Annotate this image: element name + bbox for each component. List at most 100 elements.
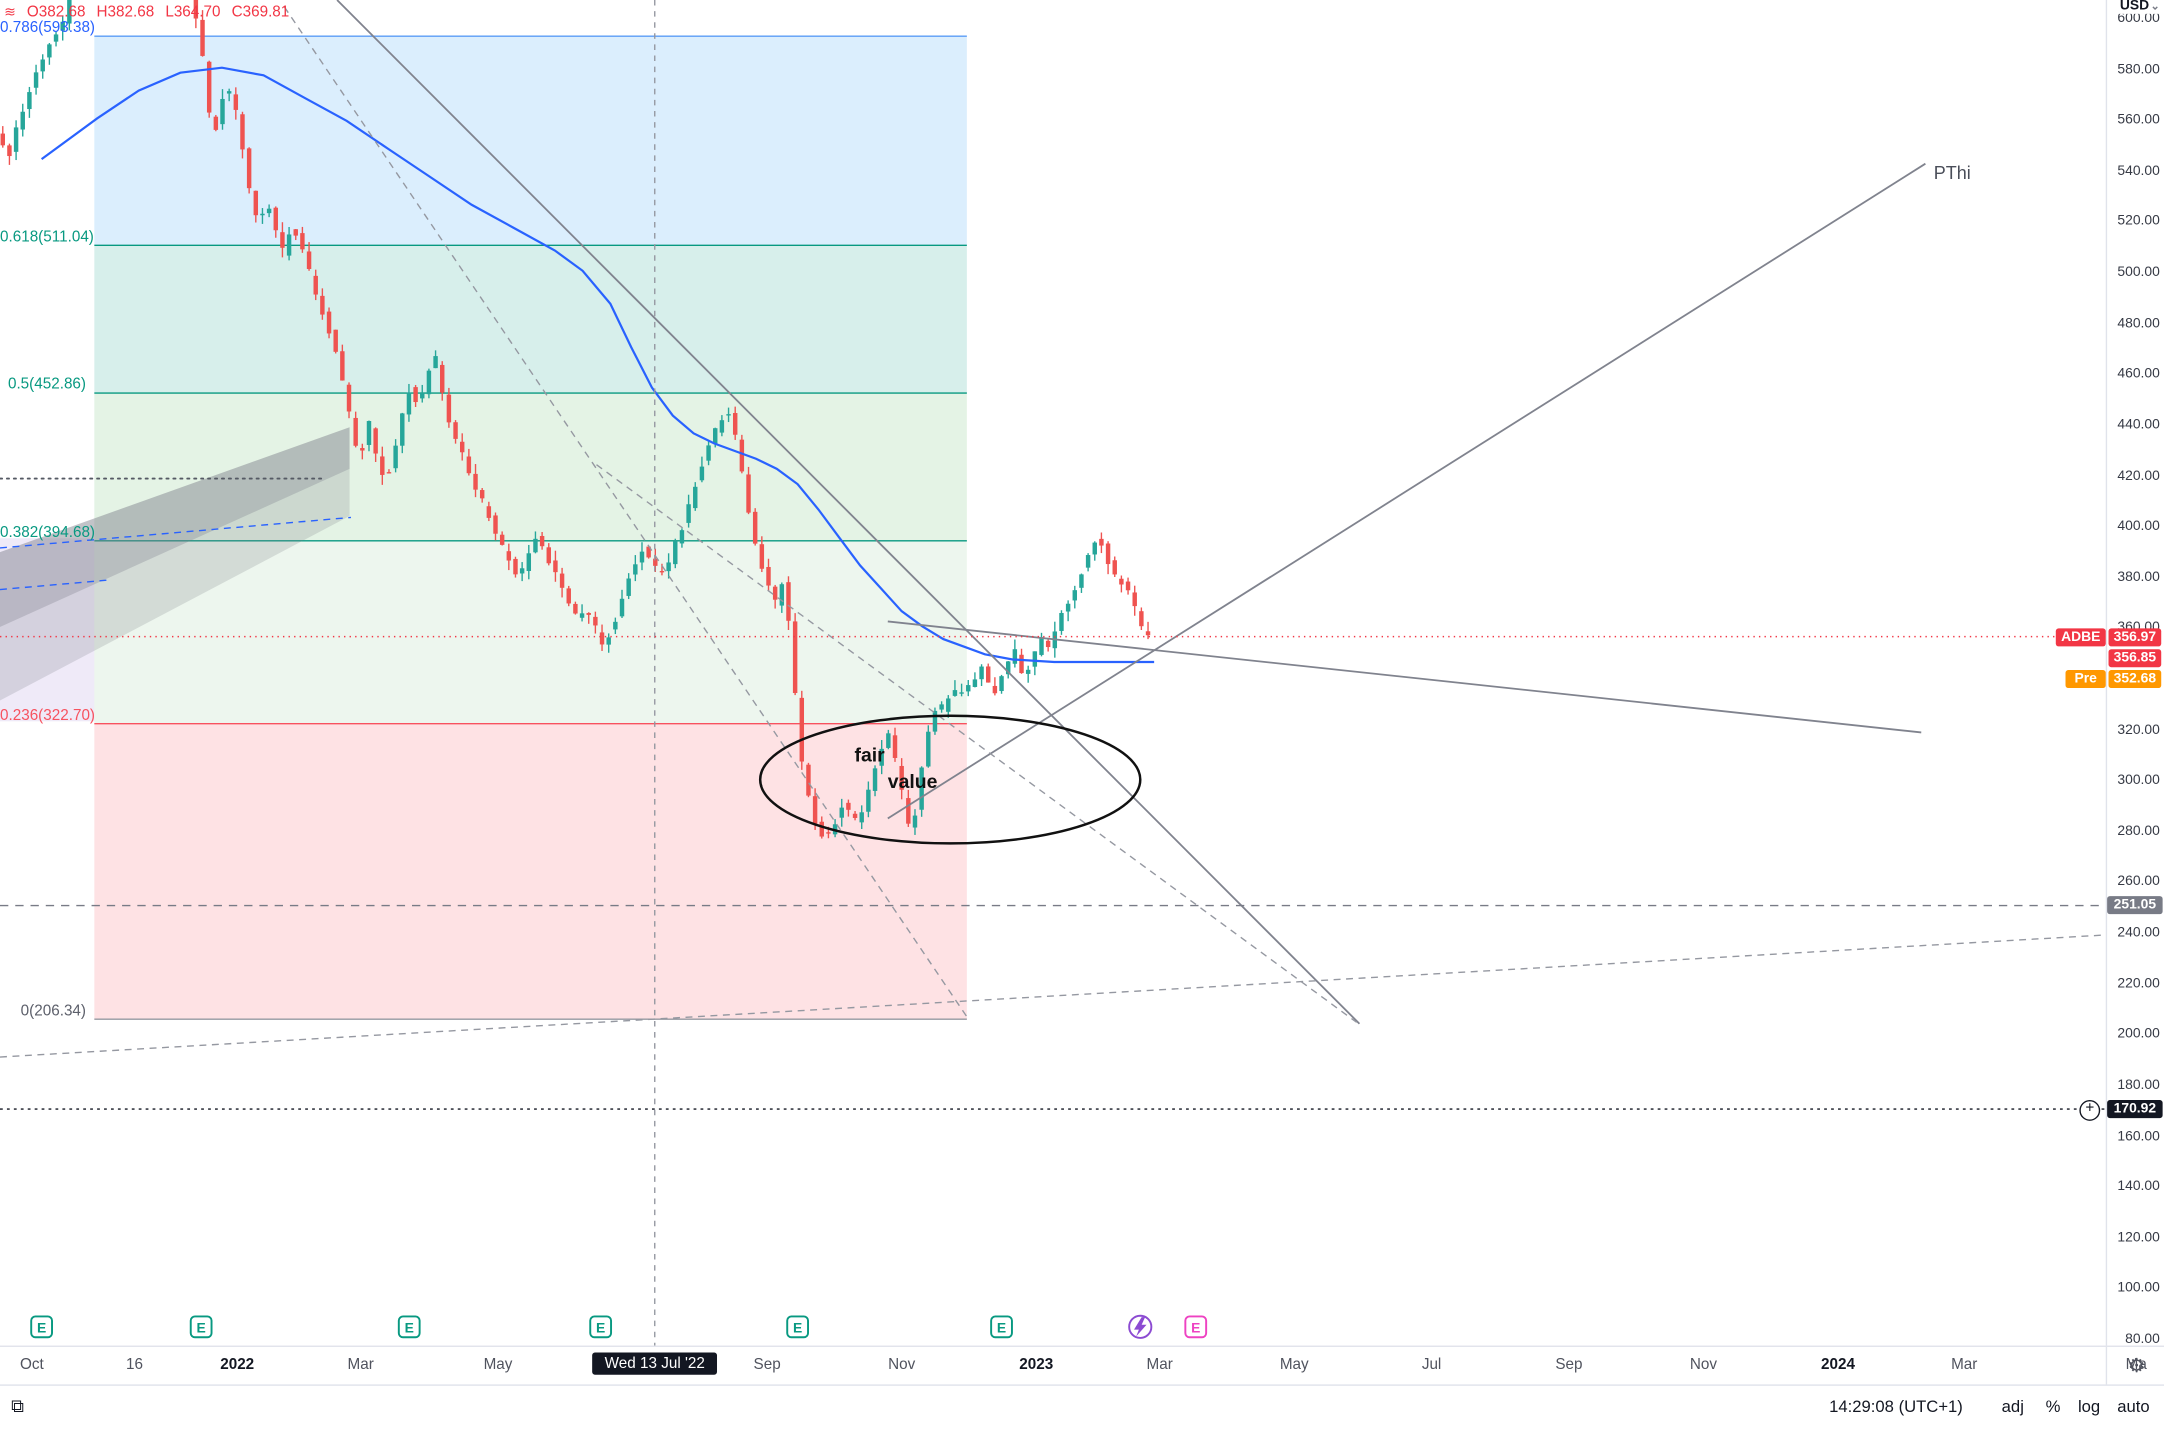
status-bar: ⧉ 14:29:08 (UTC+1) adj % log auto — [0, 1384, 2164, 1429]
svg-text:fair: fair — [855, 745, 886, 767]
svg-text:value: value — [888, 771, 938, 793]
ma-line — [40, 66, 1155, 664]
last-price-badge: 356.97 — [2108, 628, 2162, 647]
premarket-price-badge: 352.68 — [2108, 670, 2162, 689]
auto-scale-button[interactable]: auto — [2117, 1396, 2150, 1417]
axis-separator — [2105, 1346, 2108, 1386]
premarket-tag-badge: Pre — [2065, 670, 2106, 689]
horizontal-price-lines — [0, 904, 2106, 1110]
earnings-icon — [990, 1315, 1013, 1339]
ohlc-high: H382.68 — [96, 4, 155, 21]
time-axis-label: Sep — [1555, 1356, 1583, 1374]
price-tick: 460.00 — [2117, 366, 2160, 382]
price-tick: 120.00 — [2117, 1230, 2160, 1246]
earnings-icon — [397, 1315, 421, 1339]
price-tick: 520.00 — [2117, 214, 2160, 230]
svg-text:E: E — [596, 1319, 605, 1335]
clock-display[interactable]: 14:29:08 (UTC+1) — [1829, 1396, 1963, 1417]
time-axis-label: May — [1279, 1356, 1309, 1374]
price-tick: 80.00 — [2125, 1331, 2160, 1347]
ohlc-legend: ≋ O382.68 H382.68 L364.70 C369.81 — [4, 4, 289, 21]
hline-price-badge: 170.92 — [2107, 1100, 2163, 1119]
series-icon: ≋ — [4, 4, 16, 21]
fib-lines — [94, 35, 967, 1020]
crosshair-date-badge: Wed 13 Jul '22 — [592, 1352, 718, 1375]
price-tick: 140.00 — [2117, 1179, 2160, 1195]
time-axis-label: Sep — [753, 1356, 781, 1374]
price-tick: 500.00 — [2117, 265, 2160, 281]
currency-dropdown[interactable]: USD⌄ — [2118, 0, 2162, 14]
ohlc-open: O382.68 — [26, 4, 86, 21]
svg-text:E: E — [1191, 1319, 1200, 1335]
ohlc-low: L364.70 — [165, 4, 221, 21]
svg-text:E: E — [793, 1319, 802, 1335]
price-tick: 320.00 — [2117, 722, 2160, 738]
price-tick: 220.00 — [2117, 976, 2160, 992]
maximize-pane-icon[interactable]: ⧉ — [11, 1395, 24, 1417]
gear-icon[interactable]: ⚙ — [2127, 1353, 2146, 1377]
ohlc-close: C369.81 — [231, 4, 290, 21]
crosshair-price-badge: 251.05 — [2107, 896, 2163, 915]
time-axis-label: Oct — [20, 1356, 44, 1374]
time-axis-label: Ma — [2125, 1356, 2147, 1374]
svg-text:E: E — [997, 1319, 1006, 1335]
fib-bands — [0, 36, 967, 1020]
earnings-icon — [589, 1315, 613, 1339]
price-tick: 280.00 — [2117, 823, 2160, 840]
price-tick: 560.00 — [2117, 112, 2160, 128]
percent-scale-button[interactable]: % — [2045, 1396, 2061, 1417]
price-tick: 600.00 — [2117, 11, 2160, 27]
symbol-tag-badge: ADBE — [2055, 628, 2106, 647]
fib-level-label: 0(206.34) — [20, 1002, 87, 1020]
price-tick: 540.00 — [2117, 163, 2160, 179]
price-tick: 380.00 — [2117, 569, 2160, 586]
fib-level-label: 0.786(593.38) — [0, 19, 96, 37]
time-axis-label: 2024 — [1821, 1356, 1855, 1374]
candles — [0, 0, 1151, 839]
time-axis-label: 16 — [126, 1356, 144, 1374]
time-axis-label: Mar — [347, 1356, 374, 1374]
price-tick: 100.00 — [2117, 1280, 2160, 1297]
earnings-icon — [1184, 1315, 1208, 1339]
price-tick: 440.00 — [2117, 417, 2160, 433]
log-scale-button[interactable]: log — [2077, 1396, 2101, 1417]
left-drawings — [0, 427, 352, 701]
fair-value-ellipse — [758, 714, 1142, 845]
price-tick: 180.00 — [2117, 1077, 2160, 1093]
time-axis-label: 2023 — [1019, 1356, 1054, 1374]
chart-canvas[interactable]: PThi fair value E E E E E E E 0.786(593.38) 0.618(… — [0, 0, 2106, 1346]
fib-level-label: 0.382(394.68) — [0, 524, 96, 541]
fib-level-label: 0.618(511.04) — [0, 228, 94, 246]
trendline-label: PThi — [1934, 163, 1971, 183]
price-tick: 480.00 — [2117, 315, 2160, 332]
earnings-icon — [30, 1315, 53, 1339]
close-price-badge: 356.85 — [2108, 649, 2162, 668]
time-axis-label: Jul — [1421, 1356, 1442, 1374]
svg-text:E: E — [37, 1319, 46, 1335]
svg-text:E: E — [405, 1319, 414, 1335]
time-axis-label: 2022 — [220, 1356, 255, 1374]
fib-level-label: 0.5(452.86) — [7, 376, 87, 394]
price-tick: 300.00 — [2117, 772, 2160, 789]
time-axis-label: Mar — [1951, 1356, 1978, 1374]
svg-text:E: E — [197, 1319, 206, 1335]
adjust-data-button[interactable]: adj — [2001, 1396, 2024, 1417]
time-axis[interactable]: Wed 13 Jul '22 ⚙ Oct 16 2022 Mar May Sep Nov 20… — [0, 1345, 2164, 1386]
currency-label: USD — [2119, 0, 2150, 14]
price-tick: 420.00 — [2117, 468, 2160, 484]
price-tick: 160.00 — [2117, 1128, 2160, 1144]
time-axis-label: Nov — [1689, 1356, 1718, 1374]
earnings-icon — [189, 1315, 213, 1339]
add-alert-icon[interactable]: + — [2079, 1100, 2101, 1121]
earnings-icon — [786, 1315, 810, 1339]
price-tick: 580.00 — [2117, 61, 2160, 78]
price-tick: 260.00 — [2117, 874, 2160, 890]
price-tick: 240.00 — [2117, 925, 2160, 941]
price-axis[interactable]: USD⌄ 600.00 580.00 560.00 540.00 520.00 500.0… — [2105, 0, 2164, 1385]
chevron-down-icon: ⌄ — [2150, 0, 2160, 13]
fib-level-label: 0.236(322.70) — [0, 707, 96, 724]
